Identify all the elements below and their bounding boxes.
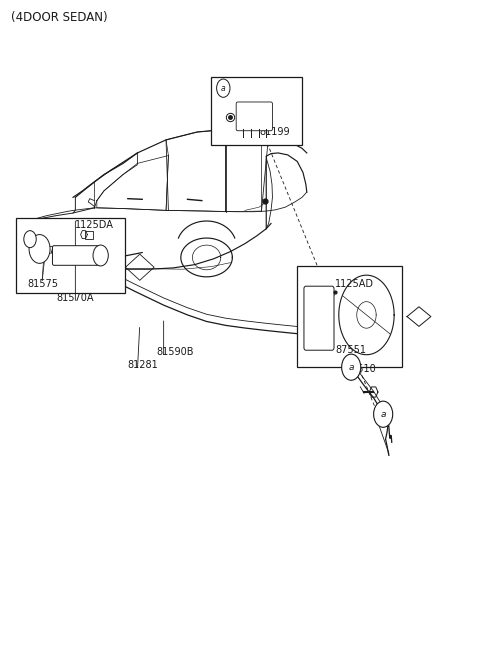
Bar — [211, 77, 302, 145]
FancyBboxPatch shape — [236, 102, 273, 131]
Circle shape — [216, 79, 230, 97]
Text: 79552: 79552 — [304, 337, 336, 348]
Text: 1125DA: 1125DA — [75, 220, 114, 230]
Text: (4DOOR SEDAN): (4DOOR SEDAN) — [11, 11, 108, 24]
Polygon shape — [407, 307, 431, 327]
Text: a: a — [381, 410, 386, 419]
Circle shape — [373, 401, 393, 427]
Text: 87551: 87551 — [336, 346, 366, 356]
Text: a: a — [348, 363, 354, 372]
Bar — [85, 231, 94, 239]
FancyBboxPatch shape — [304, 286, 334, 350]
Text: 81575: 81575 — [28, 279, 59, 289]
Text: a: a — [221, 84, 226, 92]
Bar — [297, 266, 402, 367]
Circle shape — [93, 245, 108, 266]
Text: 1125AD: 1125AD — [335, 279, 374, 289]
Text: 69510: 69510 — [345, 363, 376, 374]
Text: 81590B: 81590B — [156, 348, 194, 358]
Text: 81199: 81199 — [259, 127, 290, 137]
Text: 81275: 81275 — [30, 246, 61, 256]
Text: 81570A: 81570A — [57, 293, 94, 303]
Text: 81281: 81281 — [128, 360, 158, 371]
Circle shape — [342, 354, 361, 380]
Circle shape — [24, 231, 36, 248]
FancyBboxPatch shape — [52, 246, 101, 265]
Circle shape — [29, 235, 50, 263]
Bar — [16, 218, 125, 293]
